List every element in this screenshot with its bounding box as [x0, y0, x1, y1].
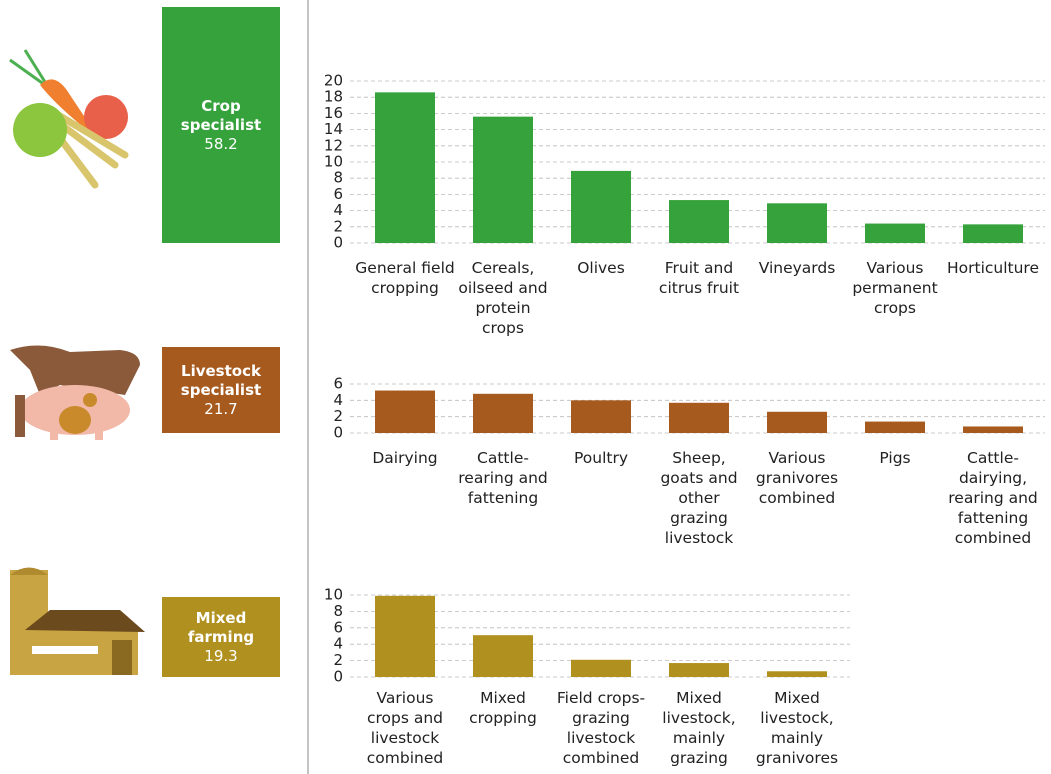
box-text: Mixed farming 19.3	[162, 609, 280, 666]
x-tick-label: Pigs	[879, 449, 911, 467]
box-title: Mixed farming	[187, 608, 255, 646]
y-tick-label: 12	[324, 136, 343, 154]
y-tick-label: 4	[333, 201, 343, 219]
x-tick-label: Cattle-rearing and fattening	[458, 449, 548, 507]
y-tick-label: 14	[324, 120, 343, 138]
x-tick-label: Field crops-grazing livestock combined	[556, 689, 646, 767]
bar	[865, 421, 925, 433]
y-tick-label: 0	[333, 668, 343, 686]
bar	[767, 203, 827, 243]
box-share: 21.7	[204, 399, 238, 418]
mixed-icon	[10, 567, 145, 675]
category-box	[162, 347, 280, 433]
crop-icon	[9, 49, 129, 189]
box-title: Crop specialist	[180, 96, 262, 134]
bar	[375, 92, 435, 243]
livestock-icon	[10, 345, 140, 440]
y-tick-label: 6	[333, 375, 343, 393]
category-box	[162, 7, 280, 243]
y-tick-label: 6	[333, 185, 343, 203]
bar	[473, 393, 533, 433]
y-tick-label: 8	[333, 602, 343, 620]
x-tick-label: Various granivores combined	[755, 449, 839, 507]
x-tick-label: Fruit and citrus fruit	[658, 259, 740, 297]
bar	[473, 116, 533, 243]
box-title: Livestock specialist	[180, 361, 262, 399]
x-tick-label: Mixed livestock, mainly granivores	[755, 689, 839, 767]
box-share: 58.2	[204, 134, 238, 153]
x-tick-label: Various crops and livestock combined	[366, 689, 444, 767]
x-tick-label: Cattle-dairying, rearing and fattening c…	[948, 449, 1038, 547]
y-tick-label: 2	[333, 651, 343, 669]
box-text: Livestock specialist 21.7	[162, 362, 280, 419]
bar	[767, 411, 827, 433]
x-tick-label: Various permanent crops	[852, 259, 938, 317]
y-tick-label: 2	[333, 217, 343, 235]
bar	[669, 402, 729, 433]
y-tick-label: 16	[324, 104, 343, 122]
bar	[375, 390, 435, 433]
bar	[865, 223, 925, 243]
x-tick-label: Cereals, oilseed and protein crops	[458, 259, 548, 337]
y-tick-label: 10	[324, 153, 343, 171]
x-tick-label: Olives	[577, 259, 625, 277]
y-tick-label: 6	[333, 618, 343, 636]
bar	[963, 426, 1023, 433]
y-tick-label: 10	[324, 586, 343, 604]
x-tick-label: Mixed cropping	[469, 689, 537, 727]
x-tick-label: General field cropping	[355, 259, 455, 297]
x-tick-label: Vineyards	[758, 259, 836, 277]
bar	[669, 663, 729, 677]
y-tick-label: 18	[324, 88, 343, 106]
bar	[669, 200, 729, 243]
box-share: 19.3	[204, 646, 238, 665]
x-tick-label: Horticulture	[946, 259, 1040, 277]
y-tick-label: 0	[333, 424, 343, 442]
x-tick-label: Poultry	[573, 449, 629, 467]
bar	[767, 671, 827, 677]
y-tick-label: 2	[333, 407, 343, 425]
bar	[571, 170, 631, 243]
y-tick-label: 0	[333, 234, 343, 252]
y-tick-label: 4	[333, 635, 343, 653]
box-text: Crop specialist 58.2	[162, 97, 280, 154]
y-tick-label: 20	[324, 72, 343, 90]
x-tick-label: Sheep, goats and other grazing livestock	[660, 449, 738, 547]
y-tick-label: 8	[333, 169, 343, 187]
bar	[571, 400, 631, 433]
bar	[375, 595, 435, 677]
y-tick-label: 4	[333, 391, 343, 409]
x-tick-label: Dairying	[372, 449, 438, 467]
category-box	[162, 597, 280, 677]
x-tick-label: Mixed livestock, mainly grazing	[662, 689, 736, 767]
bar	[963, 224, 1023, 243]
bar	[473, 635, 533, 677]
bar	[571, 659, 631, 677]
